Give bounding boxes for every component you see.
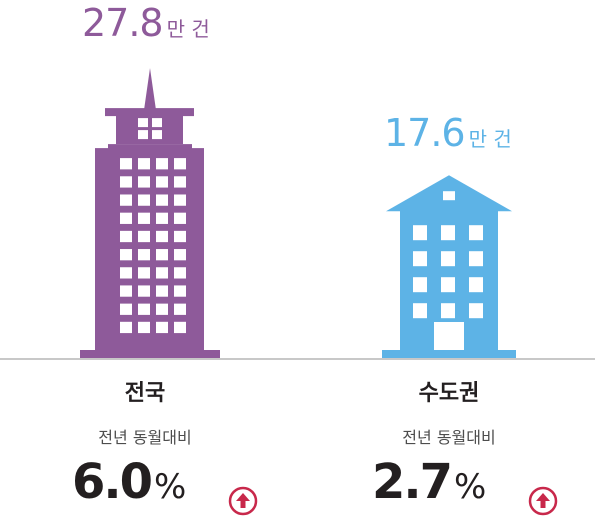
value-label-capital: 17.6 만 건 (384, 114, 512, 152)
window (120, 230, 132, 243)
window (120, 267, 132, 279)
window (156, 176, 168, 188)
window (174, 249, 186, 261)
window (156, 158, 168, 170)
window (138, 303, 150, 315)
crown (116, 114, 183, 145)
window (413, 225, 427, 241)
window (152, 118, 162, 128)
window (156, 194, 168, 206)
window (120, 176, 132, 188)
yoy-change-unit: % (154, 467, 187, 507)
arrow-up-icon (228, 486, 258, 516)
value-number: 17.6 (384, 111, 466, 155)
yoy-change-national: 6.0% (72, 458, 186, 506)
category-label-capital: 수도권 (418, 381, 480, 406)
window (174, 212, 186, 224)
window (413, 251, 427, 267)
window (174, 267, 186, 279)
arrow-up-icon (528, 486, 558, 516)
window (138, 230, 150, 243)
window (469, 251, 483, 267)
value-unit: 만 건 (468, 127, 512, 151)
window (138, 212, 150, 224)
window (156, 249, 168, 261)
window (174, 158, 186, 170)
yoy-change-number: 6.0 (72, 454, 153, 510)
window (138, 118, 148, 128)
window (174, 194, 186, 206)
value-number: 27.8 (82, 1, 164, 45)
body-ledge (108, 144, 192, 151)
plinth (80, 350, 220, 360)
window (156, 230, 168, 243)
window (138, 321, 150, 334)
window (138, 285, 150, 297)
window (469, 277, 483, 293)
plinth (382, 350, 516, 360)
yoy-change-capital: 2.7% (372, 458, 486, 506)
window (120, 212, 132, 224)
window (138, 249, 150, 261)
window (156, 303, 168, 315)
window (174, 176, 186, 188)
window (138, 267, 150, 279)
window (120, 321, 132, 334)
window (174, 285, 186, 297)
window (174, 230, 186, 243)
window (120, 303, 132, 315)
bar-capital-building (382, 175, 516, 360)
window (120, 249, 132, 261)
window (138, 194, 150, 206)
baseline (0, 358, 595, 360)
comparison-label-capital: 전년 동월대비 (402, 428, 496, 447)
window (156, 321, 168, 334)
roof-window (443, 191, 455, 201)
window (441, 225, 455, 241)
spire (144, 68, 156, 111)
window (156, 212, 168, 224)
door (434, 322, 464, 350)
window (174, 321, 186, 334)
window (156, 285, 168, 297)
value-unit: 만 건 (166, 17, 210, 41)
window (441, 277, 455, 293)
window (138, 176, 150, 188)
window (138, 130, 148, 140)
window (413, 303, 427, 319)
window (120, 158, 132, 170)
category-label-national: 전국 (124, 381, 166, 406)
yoy-change-number: 2.7 (372, 454, 453, 510)
value-label-national: 27.8 만 건 (82, 4, 210, 42)
window (152, 130, 162, 140)
window (120, 194, 132, 206)
window (120, 285, 132, 297)
window (469, 303, 483, 319)
window (156, 267, 168, 279)
window (441, 303, 455, 319)
crown-ledge (105, 108, 194, 117)
yoy-change-unit: % (454, 467, 487, 507)
bar-national-building (80, 68, 220, 360)
comparison-label-national: 전년 동월대비 (98, 428, 192, 447)
window (138, 158, 150, 170)
window (174, 303, 186, 315)
window (469, 225, 483, 241)
window (413, 277, 427, 293)
window (441, 251, 455, 267)
